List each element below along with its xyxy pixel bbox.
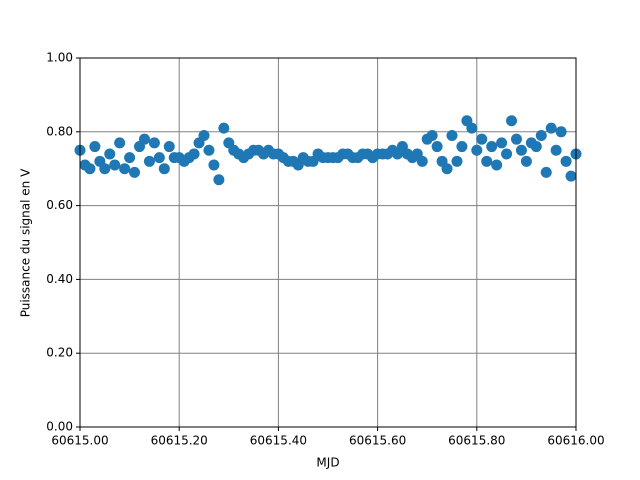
- scatter-point: [520, 155, 532, 167]
- y-tick-label: 0.20: [46, 346, 73, 360]
- scatter-point: [99, 163, 111, 175]
- scatter-point: [119, 163, 131, 175]
- scatter-point: [466, 122, 478, 134]
- scatter-point: [129, 166, 141, 178]
- y-tick-label: 0.40: [46, 272, 73, 286]
- scatter-point: [124, 152, 136, 164]
- scatter-point: [535, 129, 547, 141]
- scatter-point: [515, 144, 527, 156]
- scatter-point: [431, 141, 443, 153]
- x-tick-label: 60615.00: [51, 434, 108, 448]
- scatter-point: [203, 144, 215, 156]
- y-tick-label: 1.00: [46, 51, 73, 65]
- scatter-point: [188, 148, 200, 160]
- scatter-point: [148, 137, 160, 149]
- scatter-point: [550, 144, 562, 156]
- scatter-point: [84, 163, 96, 175]
- plot-frame: [79, 57, 577, 428]
- scatter-point: [506, 115, 518, 127]
- scatter-point: [501, 148, 513, 160]
- scatter-point: [565, 170, 577, 182]
- x-axis-label: MJD: [316, 456, 339, 470]
- scatter-point: [456, 141, 468, 153]
- scatter-point: [208, 159, 220, 171]
- scatter-point: [89, 141, 101, 153]
- scatter-point: [198, 129, 210, 141]
- scatter-point: [530, 141, 542, 153]
- x-tick-label: 60616.00: [547, 434, 604, 448]
- scatter-point: [491, 159, 503, 171]
- scatter-point: [471, 144, 483, 156]
- x-tick-label: 60615.80: [448, 434, 505, 448]
- y-axis-label: Puissance du signal en V: [19, 168, 33, 317]
- scatter-point: [114, 137, 126, 149]
- scatter-point: [476, 133, 488, 145]
- scatter-point: [416, 155, 428, 167]
- scatter-point: [446, 129, 458, 141]
- scatter-point: [540, 166, 552, 178]
- scatter-point: [138, 133, 150, 145]
- x-tick-label: 60615.20: [151, 434, 208, 448]
- scatter-point: [481, 155, 493, 167]
- x-tick-label: 60615.60: [349, 434, 406, 448]
- scatter-point: [158, 163, 170, 175]
- scatter-point: [451, 155, 463, 167]
- scatter-point: [143, 155, 155, 167]
- scatter-point: [560, 155, 572, 167]
- scatter-point: [104, 148, 116, 160]
- scatter-point: [426, 129, 438, 141]
- y-tick-label: 0.80: [46, 124, 73, 138]
- y-tick-label: 0.60: [46, 198, 73, 212]
- scatter-point: [496, 137, 508, 149]
- scatter-point: [163, 141, 175, 153]
- scatter-point: [153, 152, 165, 164]
- scatter-point: [555, 126, 567, 138]
- scatter-point: [218, 122, 230, 134]
- scatter-point: [545, 122, 557, 134]
- scatter-point: [510, 133, 522, 145]
- y-tick-label: 0.00: [46, 420, 73, 434]
- x-tick-label: 60615.40: [250, 434, 307, 448]
- scatter-point: [486, 141, 498, 153]
- scatter-point: [213, 174, 225, 186]
- scatter-point: [109, 159, 121, 171]
- scatter-point: [441, 163, 453, 175]
